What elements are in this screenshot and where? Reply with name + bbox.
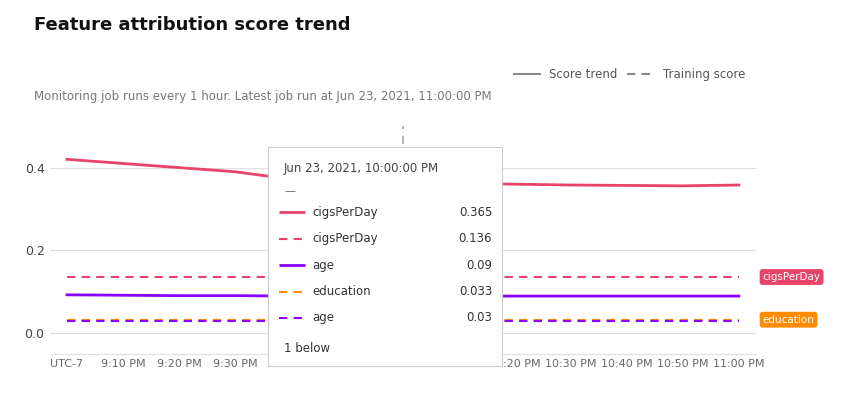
Legend: Score trend, Training score: Score trend, Training score [509,64,750,86]
Text: cigsPerDay: cigsPerDay [762,272,820,282]
Text: age: age [312,311,334,324]
Text: 0.136: 0.136 [459,232,492,245]
Text: Jun 23, 2021, 10:00:00 PM: Jun 23, 2021, 10:00:00 PM [284,162,439,175]
Text: 0.033: 0.033 [459,285,492,298]
Text: 0.03: 0.03 [467,311,492,324]
Text: 1 below: 1 below [284,342,331,355]
Text: education: education [312,285,371,298]
Text: cigsPerDay: cigsPerDay [312,206,377,219]
Text: Monitoring job runs every 1 hour. Latest job run at Jun 23, 2021, 11:00:00 PM: Monitoring job runs every 1 hour. Latest… [34,90,491,103]
Text: age: age [312,258,334,271]
Text: Feature attribution score trend: Feature attribution score trend [34,16,350,34]
Text: —: — [284,186,295,196]
Text: education: education [762,315,814,325]
Text: cigsPerDay: cigsPerDay [312,232,377,245]
Text: 0.365: 0.365 [459,206,492,219]
Text: 0.09: 0.09 [466,258,492,271]
